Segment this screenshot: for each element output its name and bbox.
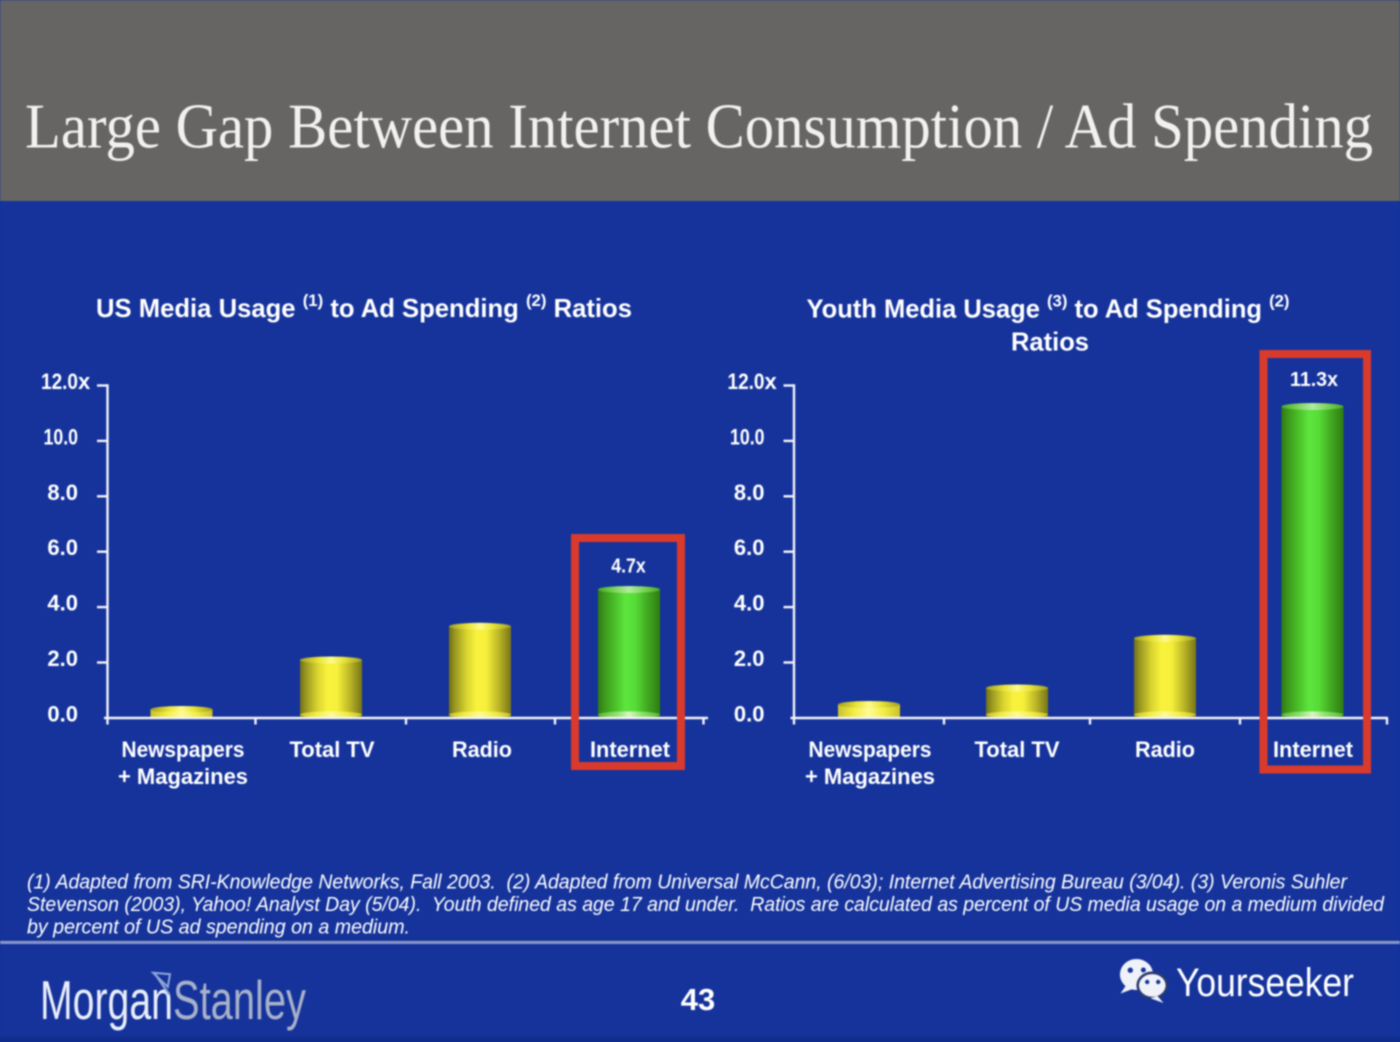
- svg-text:US Media Usage (1) to Ad Spend: US Media Usage (1) to Ad Spending (2) Ra…: [96, 291, 632, 323]
- svg-text:by percent of US ad spending o: by percent of US ad spending on a medium…: [27, 917, 410, 939]
- svg-text:4.7x: 4.7x: [611, 555, 646, 577]
- svg-text:12.0: 12.0: [41, 369, 78, 394]
- svg-text:Total TV: Total TV: [290, 737, 375, 762]
- svg-text:2.0: 2.0: [734, 646, 765, 671]
- svg-text:+ Magazines: + Magazines: [805, 764, 935, 789]
- svg-text:10.0: 10.0: [44, 424, 79, 449]
- svg-text:Yourseeker: Yourseeker: [1176, 961, 1354, 1005]
- svg-text:Large Gap Between Internet Con: Large Gap Between Internet Consumption /…: [25, 92, 1373, 162]
- svg-text:2.0: 2.0: [47, 646, 78, 671]
- svg-text:Newspapers: Newspapers: [809, 737, 932, 762]
- svg-text:6.0: 6.0: [734, 535, 765, 560]
- svg-text:10.0: 10.0: [730, 424, 765, 449]
- svg-text:Stevenson (2003), Yahoo! Analy: Stevenson (2003), Yahoo! Analyst Day (5/…: [27, 894, 1385, 916]
- svg-text:+ Magazines: + Magazines: [118, 764, 248, 789]
- svg-text:Radio: Radio: [452, 737, 512, 762]
- svg-text:Internet: Internet: [590, 737, 671, 762]
- svg-text:Radio: Radio: [1135, 737, 1195, 762]
- svg-text:8.0: 8.0: [47, 480, 78, 505]
- svg-text:12.0: 12.0: [728, 369, 765, 394]
- svg-text:x: x: [765, 369, 778, 394]
- svg-text:(1) Adapted from SRI-Knowledge: (1) Adapted from SRI-Knowledge Networks,…: [27, 872, 1348, 894]
- svg-text:6.0: 6.0: [47, 535, 78, 560]
- svg-text:Ratios: Ratios: [1011, 326, 1089, 356]
- svg-text:Internet: Internet: [1273, 737, 1354, 762]
- svg-text:Newspapers: Newspapers: [122, 737, 245, 762]
- svg-text:0.0: 0.0: [47, 701, 78, 726]
- svg-text:43: 43: [681, 982, 715, 1017]
- svg-text:8.0: 8.0: [734, 480, 765, 505]
- svg-text:x: x: [78, 369, 91, 394]
- svg-text:4.0: 4.0: [734, 591, 765, 616]
- svg-text:0.0: 0.0: [734, 701, 765, 726]
- svg-text:Morgan: Morgan: [40, 969, 173, 1031]
- svg-text:Youth Media Usage (3) to Ad Sp: Youth Media Usage (3) to Ad Spending (2): [807, 292, 1290, 324]
- svg-text:11.3x: 11.3x: [1290, 369, 1338, 391]
- svg-text:4.0: 4.0: [47, 591, 78, 616]
- svg-text:Total TV: Total TV: [975, 737, 1060, 762]
- svg-text:Stanley: Stanley: [173, 969, 306, 1031]
